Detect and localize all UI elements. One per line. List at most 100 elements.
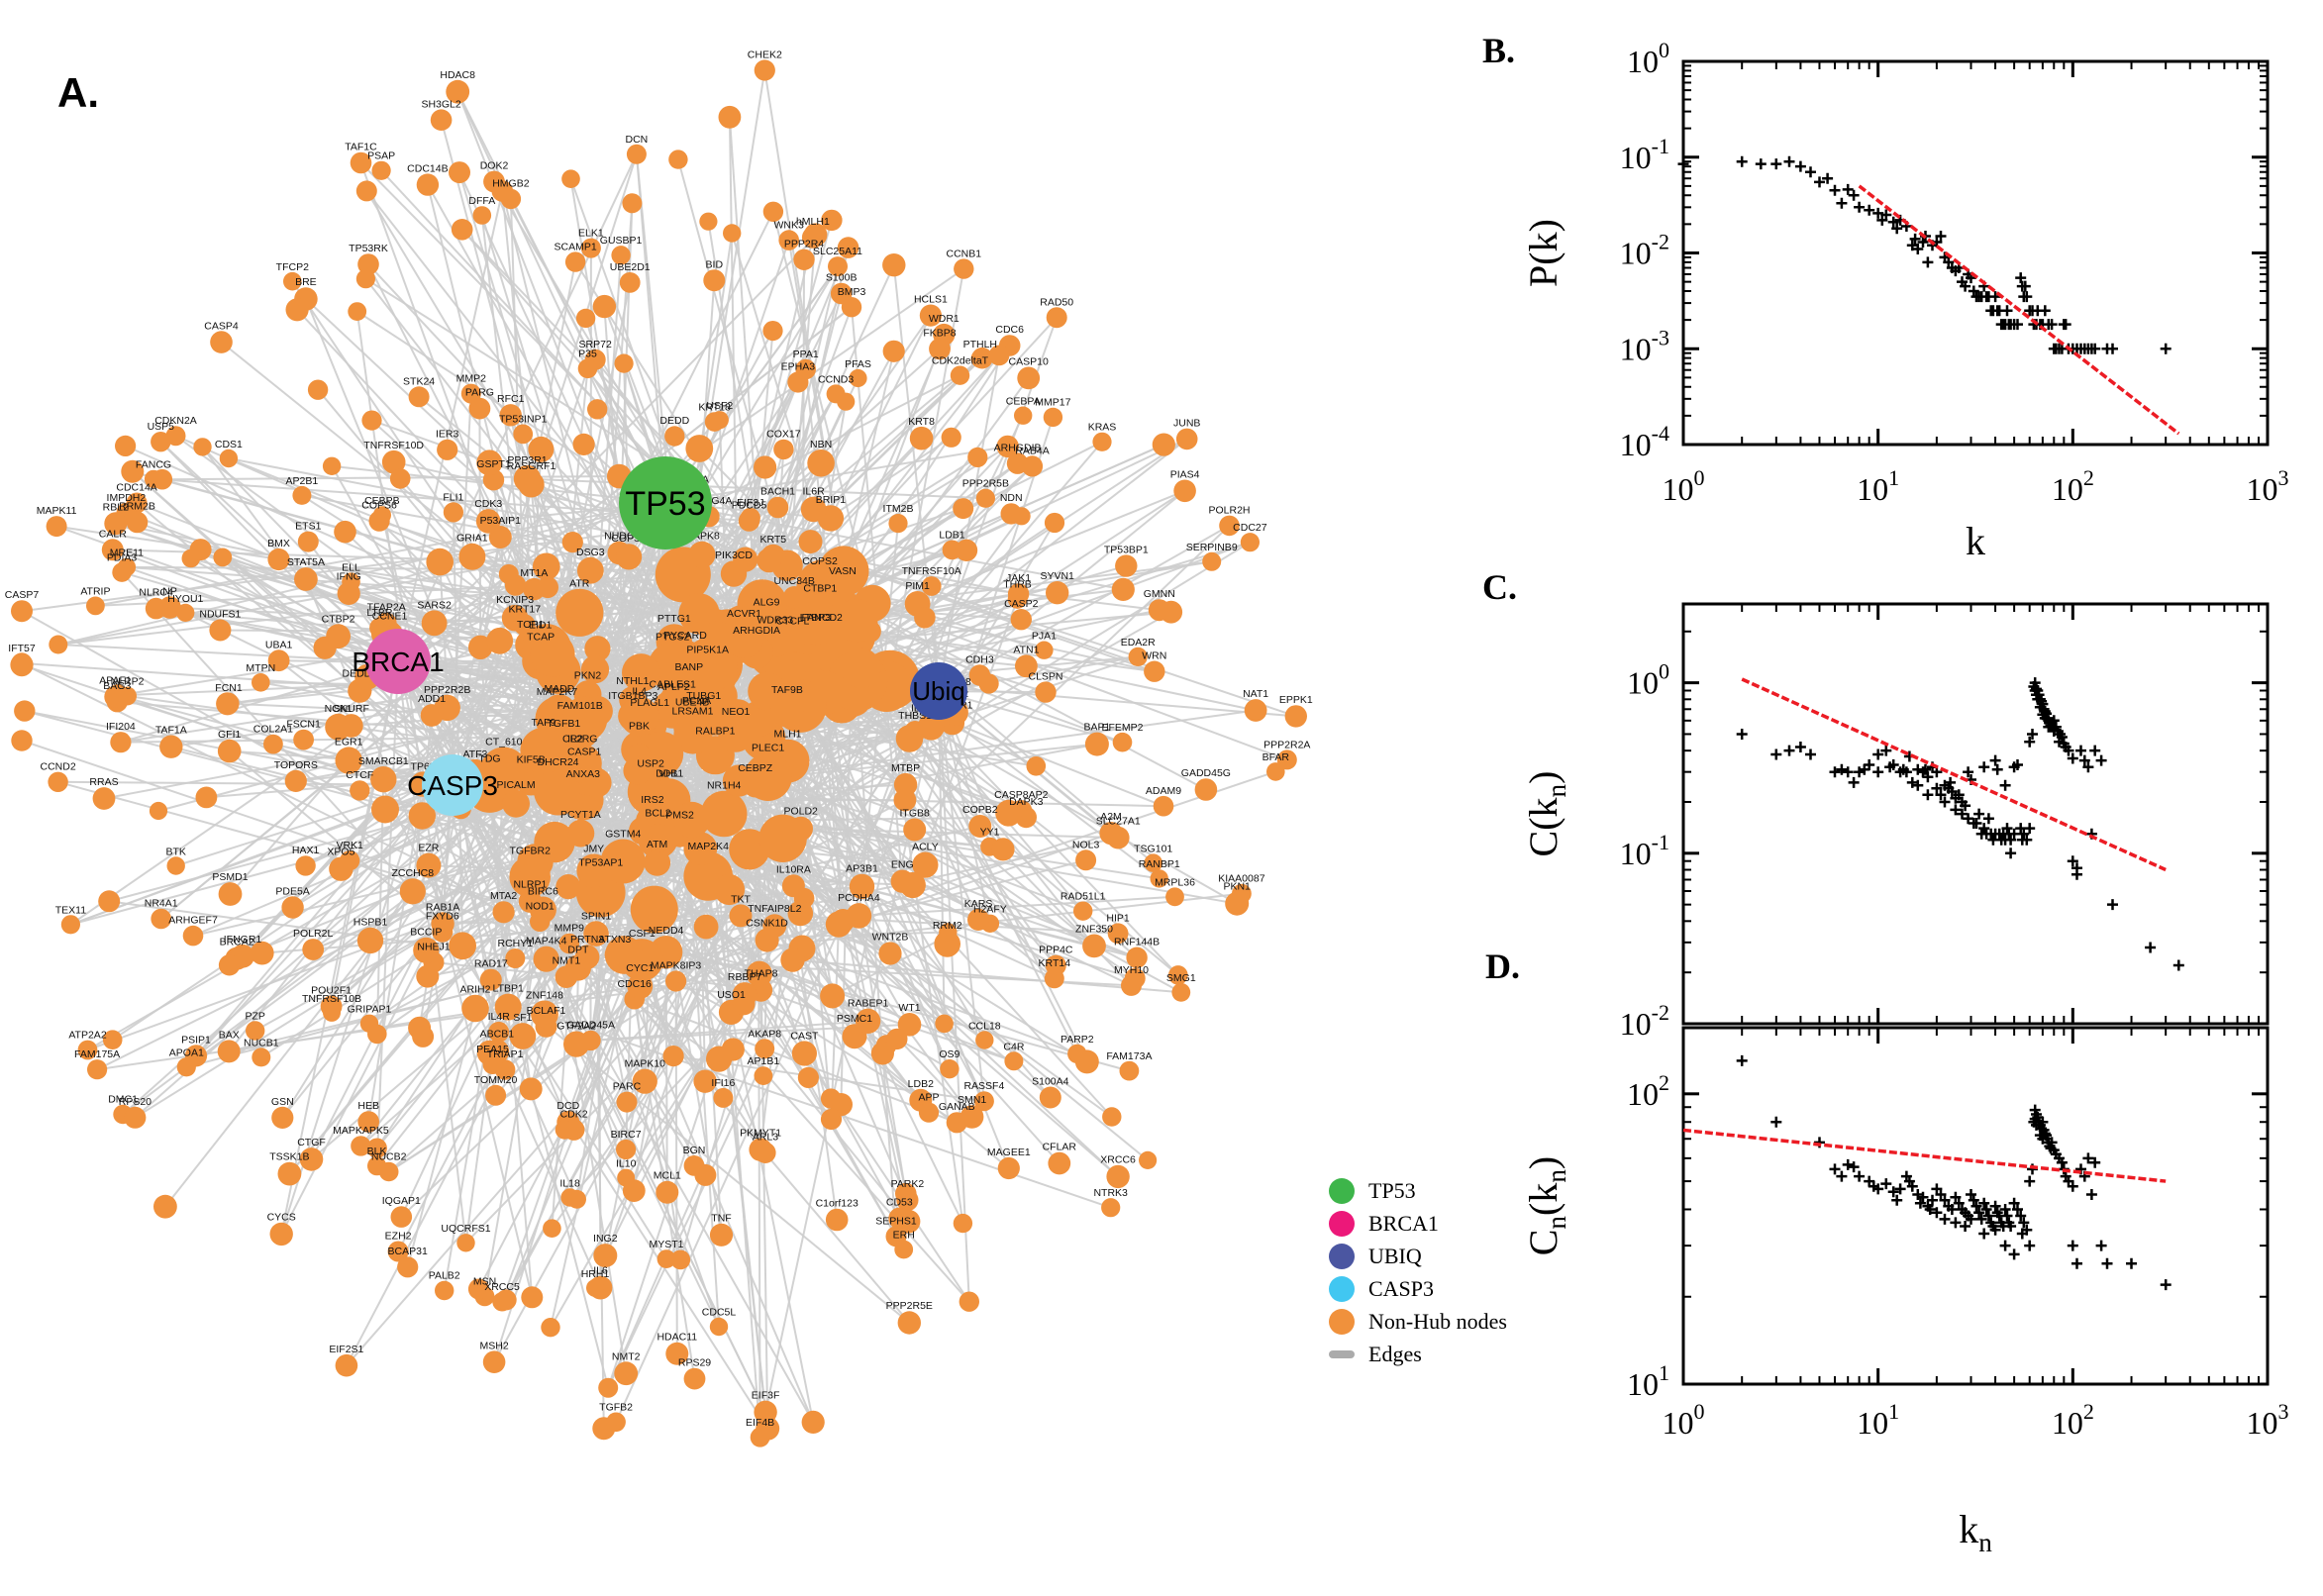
- network-node: [350, 151, 372, 174]
- network-node: [561, 696, 608, 743]
- node-label: MTBP: [891, 762, 920, 774]
- node-label: STAT5A: [287, 556, 325, 568]
- node-label: CDK2deltaT: [932, 355, 989, 367]
- node-swatch-icon: [1329, 1177, 1355, 1204]
- network-edge: [938, 525, 1230, 692]
- axis-tick-label: 101: [1627, 1360, 1669, 1402]
- plot-B: 100 101 102 103 100 10-1 10-2 10-3 10-4: [1620, 38, 2289, 507]
- node-label: BLK: [367, 1146, 387, 1157]
- network-node: [293, 729, 314, 750]
- network-node: [1106, 1164, 1130, 1189]
- node-label: CDC6: [995, 324, 1024, 336]
- node-label: VRK1: [336, 840, 363, 851]
- node-label: DMC1: [108, 1094, 138, 1106]
- node-label: MAGEE1: [987, 1147, 1031, 1158]
- network-node: [572, 433, 595, 455]
- legend-label: Non-Hub nodes: [1368, 1308, 1507, 1334]
- network-node: [104, 512, 128, 536]
- legend-item-brca1: BRCA1: [1329, 1207, 1507, 1240]
- network-node: [152, 468, 173, 490]
- network-node: [968, 815, 992, 838]
- network-node: [700, 790, 748, 838]
- network-edge: [938, 690, 946, 1024]
- node-label: THRB: [1003, 578, 1032, 590]
- node-label: ITGB8: [900, 808, 931, 820]
- network-node: [973, 1091, 994, 1112]
- node-label: PICALM: [497, 779, 536, 791]
- node-label: BCCIP: [410, 927, 442, 939]
- node-label: CDS1: [215, 439, 243, 450]
- hub-label-tp53: TP53: [625, 485, 705, 523]
- network-node: [101, 539, 124, 561]
- network-node: [1152, 433, 1175, 456]
- network-node: [1175, 428, 1198, 450]
- network-node: [581, 767, 612, 798]
- axis-tick-label: 100: [1627, 38, 1669, 79]
- node-label: EPHA3: [781, 360, 816, 372]
- network-node: [1202, 551, 1222, 571]
- network-node: [780, 948, 805, 972]
- node-label: IL6R: [803, 486, 826, 498]
- axis-title: Cn​(kn​): [1521, 1156, 1571, 1256]
- node-label: APP: [918, 1092, 939, 1104]
- node-label: KCNIP3: [496, 594, 534, 606]
- network-node: [420, 704, 444, 727]
- network-node: [630, 885, 678, 934]
- node-label: TAF9B: [771, 684, 803, 696]
- node-label: CCND2: [41, 761, 76, 773]
- network-node: [584, 636, 611, 662]
- network-node: [1044, 968, 1064, 989]
- network-node: [437, 439, 458, 460]
- network-edge: [938, 690, 985, 1102]
- network-node: [209, 619, 232, 642]
- plot-frame: [1681, 1026, 2270, 1386]
- node-label: TEX11: [55, 904, 86, 916]
- network-edge: [607, 690, 940, 1389]
- network-node: [449, 161, 470, 184]
- node-label: FCN1: [215, 682, 243, 694]
- network-node: [1039, 1086, 1061, 1109]
- axis-tick-label: 102: [1627, 1070, 1669, 1112]
- hub-label-ubiq: Ubiq: [912, 676, 964, 706]
- network-node: [1171, 982, 1191, 1002]
- node-label: USO1: [717, 989, 746, 1001]
- network-node: [86, 596, 105, 616]
- network-node: [638, 731, 684, 777]
- node-label: NUDC: [604, 531, 635, 543]
- network-node: [322, 456, 342, 475]
- network-node: [975, 1031, 994, 1049]
- node-label: MRE11: [110, 548, 144, 559]
- network-node: [126, 511, 149, 534]
- fit-line: [1682, 1128, 2167, 1183]
- node-label: EID1: [529, 620, 553, 632]
- node-label: EGR1: [335, 736, 363, 748]
- network-node: [361, 410, 382, 431]
- node-label: FLI1: [443, 491, 463, 503]
- axis-tick-label: 100: [1663, 1399, 1705, 1441]
- network-node: [882, 253, 906, 277]
- node-label: DPT: [567, 944, 589, 955]
- network-node: [252, 1047, 271, 1067]
- network-node: [645, 824, 673, 852]
- node-label: SCAMP1: [555, 241, 597, 252]
- network-node: [740, 507, 760, 529]
- network-node: [804, 622, 827, 646]
- node-label: EIF3J: [737, 497, 763, 509]
- network-node: [693, 1069, 717, 1093]
- node-label: IFI204: [106, 721, 136, 733]
- network-node: [541, 1318, 560, 1338]
- network-node: [115, 435, 137, 456]
- network-edge: [858, 523, 899, 916]
- node-label: NMT2: [612, 1350, 641, 1362]
- node-label: KIF5B: [517, 753, 546, 765]
- node-label: BAP1: [1083, 722, 1110, 734]
- network-node: [556, 588, 604, 637]
- network-node: [60, 915, 80, 935]
- hub-node-casp3: [422, 754, 483, 816]
- node-label: MMP9: [555, 923, 584, 935]
- network-node: [988, 345, 1010, 366]
- node-label: CDC5L: [702, 1307, 737, 1319]
- network-node: [269, 1222, 293, 1247]
- node-label: DFFA: [468, 195, 495, 207]
